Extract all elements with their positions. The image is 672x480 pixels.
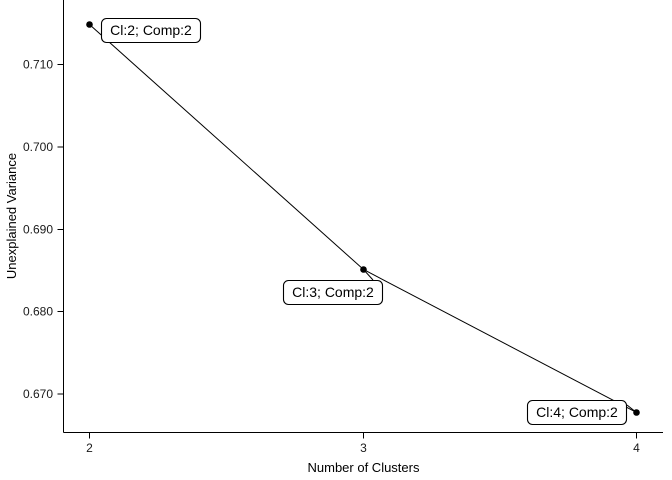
point-label-cluster-2: Cl:2; Comp:2 <box>100 17 202 44</box>
label-text-1: Cl:2; Comp:2 <box>110 22 192 38</box>
data-point-cluster-3 <box>360 266 367 273</box>
label-text-2: Cl:3; Comp:2 <box>292 284 374 300</box>
y-tick-label-0700: 0.700 <box>23 140 53 154</box>
x-axis-tick-labels: 2 3 4 <box>86 441 640 455</box>
y-axis-title: Unexplained Variance <box>4 153 19 279</box>
point-label-cluster-4: Cl:4; Comp:2 <box>526 399 628 426</box>
x-tick-label-2: 2 <box>86 441 93 455</box>
label-box-3 <box>526 399 628 426</box>
x-axis-ticks <box>88 432 638 439</box>
x-axis-title: Number of Clusters <box>308 460 420 475</box>
y-tick-label-0680: 0.680 <box>23 305 53 319</box>
y-tick-label-0690: 0.690 <box>23 223 53 237</box>
y-axis-ticks <box>57 63 64 395</box>
x-tick-label-3: 3 <box>360 441 367 455</box>
x-tick-label-4: 4 <box>633 441 640 455</box>
y-axis-tick-labels: 0.710 0.700 0.690 0.680 0.670 <box>23 58 53 402</box>
series-line-comp2 <box>89 24 637 413</box>
data-point-cluster-2 <box>86 21 93 28</box>
y-tick-label-0710: 0.710 <box>23 58 53 72</box>
y-tick-label-0670: 0.670 <box>23 387 53 401</box>
label-box-1 <box>100 17 202 44</box>
data-point-cluster-4 <box>633 409 640 416</box>
label-box-2 <box>282 279 384 306</box>
label-text-3: Cl:4; Comp:2 <box>536 404 618 420</box>
point-label-cluster-3: Cl:3; Comp:2 <box>282 279 384 306</box>
